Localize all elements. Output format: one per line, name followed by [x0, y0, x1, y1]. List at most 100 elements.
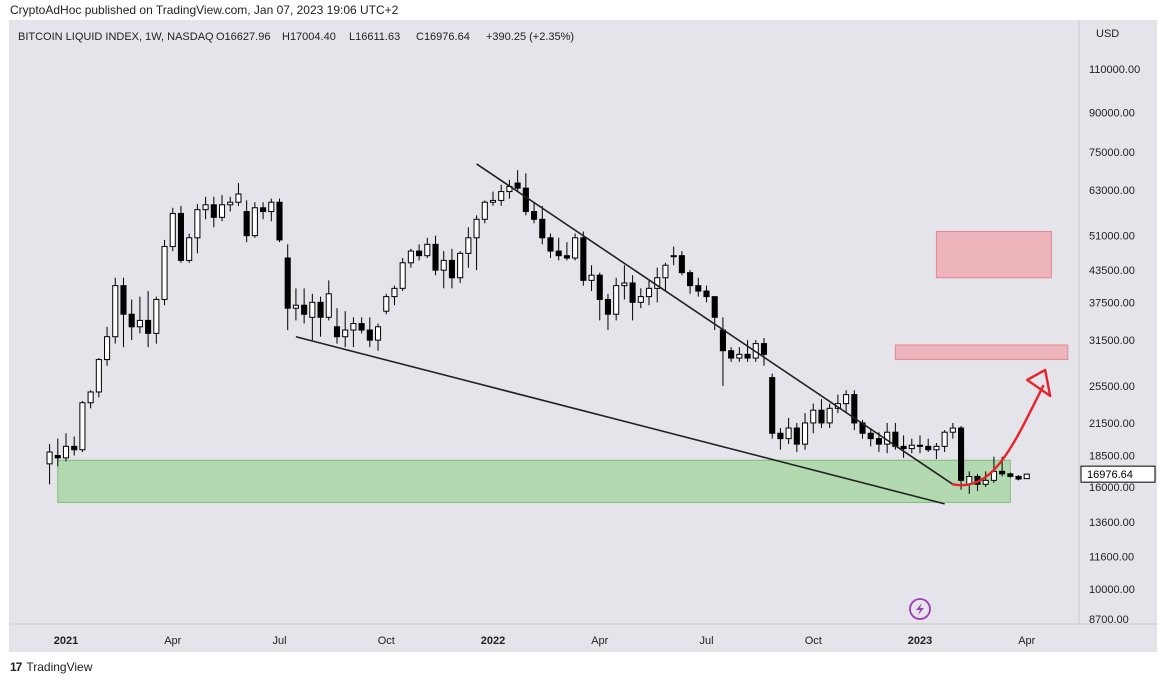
x-tick-label: Apr	[1018, 635, 1035, 647]
x-tick-label: Jul	[272, 635, 286, 647]
upper-trendline	[476, 163, 954, 485]
y-tick-label: 75000.00	[1089, 147, 1135, 159]
y-tick-label: 13600.00	[1089, 517, 1135, 529]
candle-body	[112, 285, 119, 338]
x-tick-label: Oct	[805, 635, 822, 647]
candle-body	[87, 391, 94, 404]
candle-body	[424, 243, 431, 257]
candle-body	[958, 427, 965, 481]
candle-body	[514, 182, 521, 189]
candle-body	[1007, 473, 1014, 477]
x-tick-label: Jul	[699, 635, 713, 647]
candle-body	[555, 250, 562, 257]
price-axis-bg	[1079, 20, 1157, 624]
y-tick-label: 10000.00	[1089, 584, 1135, 596]
zones-layer	[57, 230, 1069, 503]
y-tick-label: 21500.00	[1089, 418, 1135, 430]
y-tick-label: 110000.00	[1089, 64, 1140, 76]
candle-body	[227, 201, 234, 206]
y-tick-label: 16000.00	[1089, 482, 1135, 494]
candle-body	[522, 187, 529, 213]
candle-body	[563, 255, 570, 259]
candle-body	[62, 445, 70, 459]
candle-body	[580, 237, 587, 281]
footer-brand-name: TradingView	[26, 660, 93, 674]
candle-body	[867, 432, 874, 440]
time-axis[interactable]: 2021 Apr Jul Oct 2022 Apr Jul Oct 2023 Apr	[9, 623, 1157, 647]
x-tick-label: Oct	[378, 635, 395, 647]
candle-body	[342, 329, 349, 338]
candle-body	[309, 301, 316, 318]
candle-body	[687, 272, 694, 287]
candle-body	[202, 204, 209, 211]
y-tick-label: 37500.00	[1089, 297, 1135, 309]
legend-change: +390.25 (+2.35%)	[486, 31, 574, 43]
candle-body	[900, 445, 907, 450]
candle-body	[539, 218, 546, 239]
candle-body	[186, 237, 193, 261]
lightning-icon[interactable]	[909, 598, 931, 620]
candle-body	[736, 353, 743, 359]
candle-body	[399, 262, 406, 289]
candle-body	[933, 445, 940, 451]
candle-body	[489, 199, 497, 203]
lower-trendline	[295, 335, 945, 505]
candle-body	[908, 444, 915, 450]
candle-body	[801, 422, 809, 445]
x-tick-label: 2022	[481, 635, 505, 647]
candle-body	[843, 394, 850, 405]
candle-body	[793, 427, 800, 445]
candle-body	[588, 274, 595, 281]
candle-body	[711, 296, 718, 318]
currency-label: USD	[1096, 28, 1119, 40]
candle-body	[292, 304, 299, 309]
candle-body	[333, 326, 341, 338]
candle-body	[818, 409, 825, 424]
candle-body	[104, 336, 111, 361]
candle-body	[785, 427, 792, 440]
candle-body	[194, 209, 201, 239]
candle-body	[613, 285, 620, 315]
candle-body	[999, 470, 1006, 475]
candle-body	[498, 191, 505, 201]
chart-area[interactable]: 110000.00 90000.00 75000.00 63000.00 51000.0…	[9, 20, 1157, 652]
candle-body	[374, 326, 382, 341]
candle-body	[596, 274, 603, 300]
candle-body	[153, 298, 160, 334]
candle-body	[161, 246, 168, 300]
candle-body	[145, 319, 152, 334]
x-tick-label: 2023	[908, 635, 932, 647]
y-tick-label: 63000.00	[1089, 185, 1135, 197]
candlestick-chart[interactable]: 110000.00 90000.00 75000.00 63000.00 51000.0…	[9, 20, 1157, 652]
x-tick-label: Apr	[591, 635, 608, 647]
y-tick-label: 43500.00	[1089, 265, 1135, 277]
candle-body	[473, 218, 480, 239]
candle-body	[210, 204, 217, 218]
projection-arrow	[951, 384, 1045, 487]
y-tick-label: 8700.00	[1089, 614, 1129, 626]
price-axis[interactable]: 110000.00 90000.00 75000.00 63000.00 51000.0…	[1078, 20, 1157, 626]
candle-body	[366, 329, 373, 341]
candle-body	[457, 252, 464, 279]
candle-body	[440, 259, 447, 271]
x-tick-label: 2021	[54, 635, 78, 647]
candle-body	[301, 304, 308, 315]
legend-low: L16611.63	[349, 31, 400, 43]
candle-body	[260, 207, 267, 213]
candle-body	[826, 407, 833, 424]
candle-body	[637, 296, 644, 303]
candle-body	[416, 250, 423, 257]
candle-body	[916, 444, 924, 447]
candle-body	[284, 257, 291, 309]
candle-body	[678, 255, 685, 274]
candle-body	[572, 237, 579, 259]
legend-symbol: BITCOIN LIQUID INDEX, 1W, NASDAQ	[18, 31, 214, 43]
candle-body	[268, 201, 275, 213]
candle-body	[925, 445, 932, 451]
candle-body	[177, 212, 185, 261]
candle-body	[760, 343, 768, 355]
candle-body	[531, 211, 538, 220]
candle-body	[621, 282, 628, 287]
candle-body	[448, 259, 455, 279]
candle-body	[169, 212, 176, 248]
